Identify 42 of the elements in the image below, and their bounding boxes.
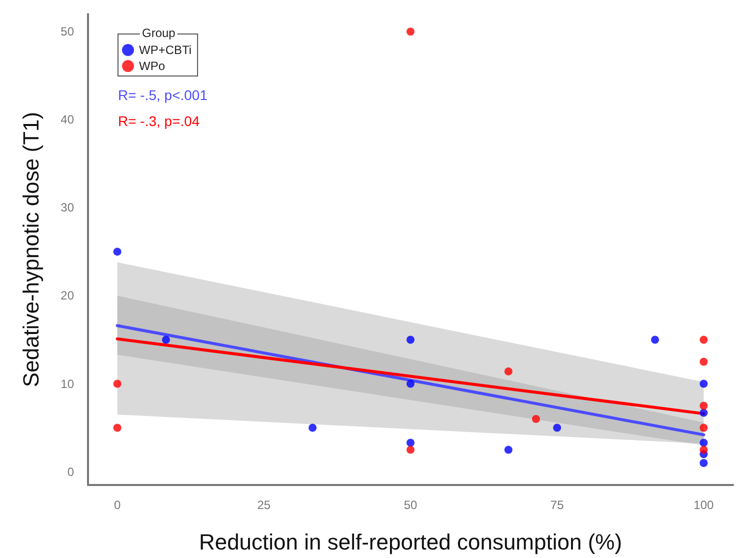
point [406,336,414,344]
annotation: R= -.5, p<.001 [118,87,208,103]
point [553,424,562,432]
point [406,380,414,388]
y-tick-label: 30 [60,200,74,215]
point [406,28,414,36]
y-tick-label: 0 [67,464,74,479]
y-tick-label: 40 [60,112,74,127]
point [504,367,512,376]
point [406,446,414,454]
legend-title: Group [142,26,176,40]
annotation: R= -.3, p=.04 [118,113,200,129]
point [113,424,122,432]
x-tick-label: 0 [114,498,121,512]
x-axis-title: Reduction in self-reported consumption (%) [198,530,622,554]
point [113,248,122,256]
point [308,424,317,432]
y-tick-label: 20 [60,288,74,303]
point [504,446,512,454]
point [532,414,540,423]
y-tick-label: 50 [60,24,74,39]
point [700,458,708,467]
point [406,438,414,447]
legend-label: WPo [139,59,166,73]
x-tick-label: 75 [550,498,564,512]
legend-label: WP+CBTi [139,43,192,57]
point [700,402,708,410]
point [700,438,708,447]
x-tick-label: 50 [404,498,418,512]
point [162,336,170,344]
point [700,380,708,388]
point [700,336,708,344]
point [113,380,122,388]
point [651,336,660,344]
x-tick-label: 25 [257,498,271,512]
y-axis-title: Sedative-hypnotic dose (T1) [18,112,44,388]
x-tick-label: 100 [694,498,714,512]
point [700,424,708,432]
point [700,446,708,454]
point [700,358,708,366]
y-tick-label: 10 [60,376,74,391]
point [700,408,708,417]
